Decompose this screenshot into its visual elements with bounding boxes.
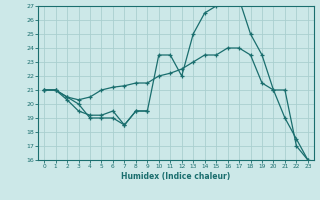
X-axis label: Humidex (Indice chaleur): Humidex (Indice chaleur) [121,172,231,181]
